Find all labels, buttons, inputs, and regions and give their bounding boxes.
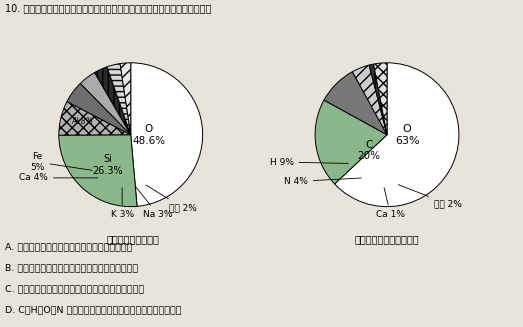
Wedge shape (120, 63, 131, 135)
Wedge shape (369, 64, 387, 135)
Wedge shape (315, 100, 387, 184)
Text: Al 8%: Al 8% (71, 117, 93, 126)
Text: K 3%: K 3% (110, 188, 134, 219)
Text: 构成地壳的主要元素: 构成地壳的主要元素 (107, 234, 160, 244)
Text: 构成人体细胞的主要元素: 构成人体细胞的主要元素 (355, 234, 419, 244)
Wedge shape (353, 65, 387, 135)
Text: Ca 4%: Ca 4% (19, 173, 98, 182)
Text: D. C、H、O、N 在细胞中含量很高，与组成细胞的化合物有关: D. C、H、O、N 在细胞中含量很高，与组成细胞的化合物有关 (5, 306, 181, 315)
Text: A. 组成细胞的化学元素在无机自然界中都能找到: A. 组成细胞的化学元素在无机自然界中都能找到 (5, 242, 133, 251)
Text: Ca 1%: Ca 1% (376, 188, 405, 219)
Wedge shape (373, 63, 387, 135)
Wedge shape (95, 67, 131, 135)
Wedge shape (67, 83, 131, 135)
Text: B. 绿萝细胞和人体细胞所含有的元素种类大体相同: B. 绿萝细胞和人体细胞所含有的元素种类大体相同 (5, 263, 139, 272)
Text: O
63%: O 63% (395, 124, 419, 146)
Text: Na 3%: Na 3% (136, 187, 173, 219)
Wedge shape (107, 64, 131, 135)
Text: N 4%: N 4% (284, 177, 361, 186)
Wedge shape (81, 73, 131, 135)
Text: O
48.6%: O 48.6% (132, 124, 165, 146)
Text: C
20%: C 20% (358, 140, 381, 161)
Text: 其他 2%: 其他 2% (398, 185, 462, 208)
Text: Fe
5%: Fe 5% (30, 152, 92, 172)
Wedge shape (59, 135, 137, 207)
Wedge shape (131, 63, 202, 206)
Wedge shape (59, 102, 131, 135)
Wedge shape (324, 72, 387, 135)
Text: 10. 下图是构成地壳和人体活细胞中主要元素的比例，下列相关叙述错误的是: 10. 下图是构成地壳和人体活细胞中主要元素的比例，下列相关叙述错误的是 (5, 3, 212, 13)
Wedge shape (335, 63, 459, 207)
Text: C. 细胞中各种元素的相对含量与无机自然界相差不大: C. 细胞中各种元素的相对含量与无机自然界相差不大 (5, 284, 144, 294)
Text: Si
26.3%: Si 26.3% (93, 154, 123, 176)
Text: 其他 2%: 其他 2% (146, 185, 197, 212)
Text: H 9%: H 9% (269, 158, 348, 166)
